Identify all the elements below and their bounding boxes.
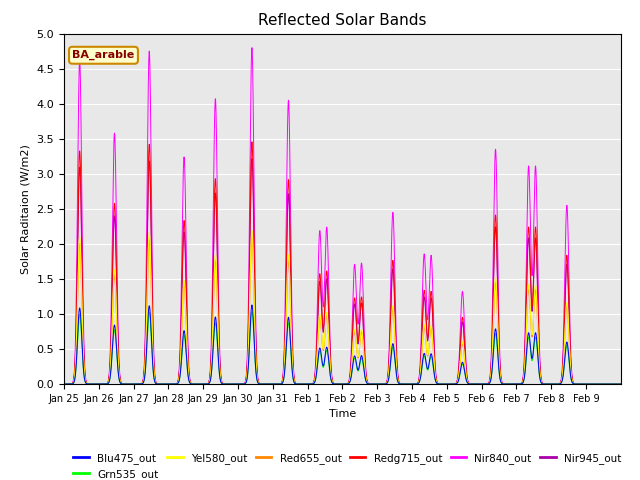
Title: Reflected Solar Bands: Reflected Solar Bands [258, 13, 427, 28]
Text: BA_arable: BA_arable [72, 50, 134, 60]
Y-axis label: Solar Raditaion (W/m2): Solar Raditaion (W/m2) [21, 144, 31, 274]
Legend: Blu475_out, Grn535_out, Yel580_out, Red655_out, Redg715_out, Nir840_out, Nir945_: Blu475_out, Grn535_out, Yel580_out, Red6… [69, 448, 625, 480]
X-axis label: Time: Time [329, 409, 356, 419]
